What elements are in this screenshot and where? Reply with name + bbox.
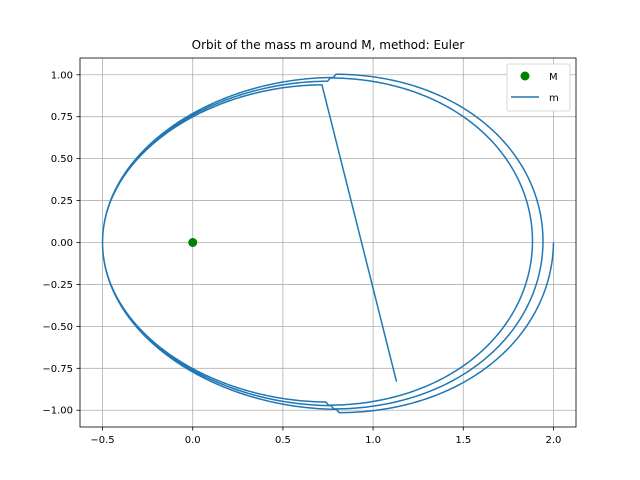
legend: M m	[506, 63, 571, 112]
y-tick-label: −1.00	[42, 406, 73, 417]
x-tick-label: 0.5	[275, 435, 291, 446]
y-tick-label: −0.25	[42, 280, 73, 291]
series-layer	[101, 73, 555, 414]
y-tick-label: 0.75	[51, 112, 73, 123]
chart-title: Orbit of the mass m around M, method: Eu…	[192, 38, 465, 52]
y-tick-label: 0.50	[51, 154, 73, 165]
legend-label-m: m	[549, 93, 559, 104]
x-tick-label: 2.0	[546, 435, 562, 446]
point-M	[188, 238, 198, 247]
legend-marker-M	[520, 71, 530, 81]
legend-box	[506, 63, 571, 112]
x-tick-label: 0.0	[185, 435, 201, 446]
axis-ticks: −0.5 0.0 0.5 1.0 1.5 2.0 −1.00 −0.75 −0.50 −0.25 0…	[42, 70, 561, 446]
grid	[80, 58, 576, 427]
x-tick-label: 1.0	[365, 435, 381, 446]
y-tick-label: −0.50	[42, 322, 73, 333]
y-tick-label: 1.00	[51, 70, 73, 81]
y-tick-label: −0.75	[42, 364, 73, 375]
x-tick-label: 1.5	[455, 435, 471, 446]
x-tick-label: −0.5	[90, 435, 114, 446]
legend-label-M: M	[549, 72, 558, 83]
series-m-line	[101, 73, 555, 414]
y-tick-label: 0.00	[51, 238, 73, 249]
y-tick-label: 0.25	[51, 196, 73, 207]
